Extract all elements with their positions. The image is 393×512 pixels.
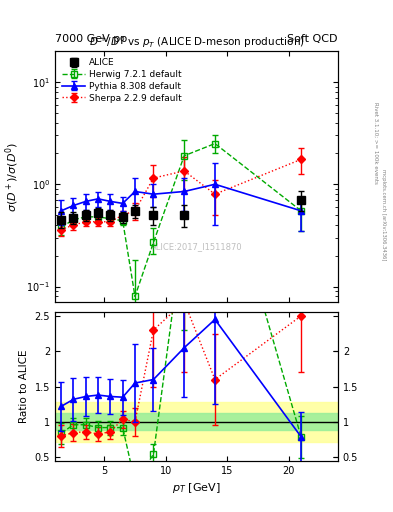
Legend: ALICE, Herwig 7.2.1 default, Pythia 8.308 default, Sherpa 2.2.9 default: ALICE, Herwig 7.2.1 default, Pythia 8.30… [59, 56, 185, 105]
Text: Soft QCD: Soft QCD [288, 33, 338, 44]
Text: Rivet 3.1.10; >= 100k events: Rivet 3.1.10; >= 100k events [373, 102, 378, 184]
Y-axis label: $\sigma(D^+)/\sigma(D^0)$: $\sigma(D^+)/\sigma(D^0)$ [3, 142, 21, 212]
Title: $D^+/D^0$ vs $p_T$ (ALICE D-meson production): $D^+/D^0$ vs $p_T$ (ALICE D-meson produc… [88, 34, 305, 50]
Y-axis label: Ratio to ALICE: Ratio to ALICE [19, 350, 29, 423]
Text: 7000 GeV pp: 7000 GeV pp [55, 33, 127, 44]
Text: mcplots.cern.ch [arXiv:1306.3436]: mcplots.cern.ch [arXiv:1306.3436] [381, 169, 386, 261]
Text: ALICE:2017_I1511870: ALICE:2017_I1511870 [151, 243, 242, 251]
X-axis label: $p_T$ [GeV]: $p_T$ [GeV] [172, 481, 221, 495]
